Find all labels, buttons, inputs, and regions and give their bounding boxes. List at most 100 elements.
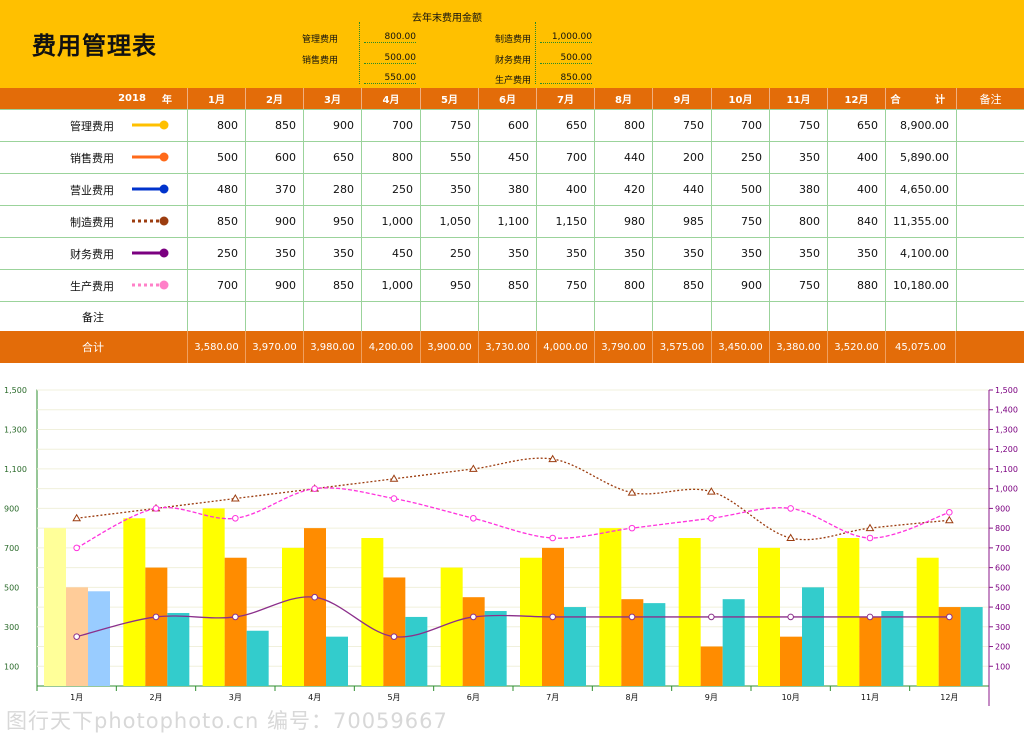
value-cell[interactable]: 250	[217, 246, 238, 260]
last-year-value[interactable]: 500.00	[364, 53, 416, 64]
value-cell[interactable]: 350	[566, 246, 587, 260]
year-value[interactable]: 2018	[118, 93, 146, 104]
value-cell[interactable]: 250	[450, 246, 471, 260]
value-cell[interactable]: 380	[799, 182, 820, 196]
value-cell[interactable]: 850	[683, 278, 704, 292]
value-cell[interactable]: 350	[275, 246, 296, 260]
value-cell[interactable]: 840	[857, 214, 878, 228]
chart-bar	[916, 557, 939, 686]
series-line	[76, 487, 950, 549]
grid-line	[956, 109, 957, 333]
value-cell[interactable]: 750	[450, 118, 471, 132]
value-cell[interactable]: 1,050	[439, 214, 472, 228]
column-total-cell: 3,790.00	[594, 331, 652, 363]
value-cell[interactable]: 450	[508, 150, 529, 164]
series-line	[76, 457, 950, 541]
value-cell[interactable]: 1,000	[381, 214, 414, 228]
value-cell[interactable]: 350	[450, 182, 471, 196]
value-cell[interactable]: 350	[508, 246, 529, 260]
value-cell[interactable]: 370	[275, 182, 296, 196]
row-label: 销售费用	[70, 152, 114, 165]
month-header: 12月	[827, 88, 885, 109]
value-cell[interactable]: 800	[392, 150, 413, 164]
value-cell[interactable]: 450	[392, 246, 413, 260]
value-cell[interactable]: 950	[333, 214, 354, 228]
last-year-value[interactable]: 1,000.00	[540, 32, 592, 43]
chart-bar	[145, 567, 168, 686]
value-cell[interactable]: 350	[741, 246, 762, 260]
value-cell[interactable]: 650	[333, 150, 354, 164]
value-cell[interactable]: 650	[566, 118, 587, 132]
value-cell[interactable]: 1,150	[555, 214, 588, 228]
value-cell[interactable]: 550	[450, 150, 471, 164]
value-cell[interactable]: 480	[217, 182, 238, 196]
value-cell[interactable]: 250	[392, 182, 413, 196]
value-cell[interactable]: 380	[508, 182, 529, 196]
value-cell[interactable]: 400	[857, 182, 878, 196]
value-cell[interactable]: 400	[857, 150, 878, 164]
value-cell[interactable]: 900	[275, 214, 296, 228]
value-cell[interactable]: 980	[624, 214, 645, 228]
value-cell[interactable]: 880	[857, 278, 878, 292]
value-cell[interactable]: 950	[450, 278, 471, 292]
value-cell[interactable]: 700	[741, 118, 762, 132]
right-axis-tick-label: 1,400	[995, 406, 1018, 415]
value-cell[interactable]: 400	[566, 182, 587, 196]
value-cell[interactable]: 700	[217, 278, 238, 292]
value-cell[interactable]: 350	[683, 246, 704, 260]
value-cell[interactable]: 600	[508, 118, 529, 132]
value-cell[interactable]: 750	[741, 214, 762, 228]
right-axis-tick-label: 800	[995, 524, 1010, 533]
value-cell[interactable]: 900	[741, 278, 762, 292]
last-year-value[interactable]: 500.00	[540, 53, 592, 64]
value-cell[interactable]: 1,100	[497, 214, 530, 228]
value-cell[interactable]: 850	[508, 278, 529, 292]
grid-line	[769, 109, 770, 333]
value-cell[interactable]: 650	[857, 118, 878, 132]
value-cell[interactable]: 280	[333, 182, 354, 196]
chart-bar	[123, 518, 146, 686]
value-cell[interactable]: 350	[799, 246, 820, 260]
value-cell[interactable]: 500	[217, 150, 238, 164]
value-cell[interactable]: 800	[624, 278, 645, 292]
value-cell[interactable]: 900	[275, 278, 296, 292]
value-cell[interactable]: 350	[624, 246, 645, 260]
right-axis-tick-label: 200	[995, 643, 1010, 652]
value-cell[interactable]: 800	[624, 118, 645, 132]
right-axis-tick-label: 1,100	[995, 465, 1018, 474]
value-cell[interactable]: 200	[683, 150, 704, 164]
value-cell[interactable]: 750	[799, 278, 820, 292]
value-cell[interactable]: 850	[217, 214, 238, 228]
value-cell[interactable]: 750	[566, 278, 587, 292]
last-year-value[interactable]: 550.00	[364, 73, 416, 84]
last-year-value[interactable]: 800.00	[364, 32, 416, 43]
value-cell[interactable]: 750	[683, 118, 704, 132]
value-cell[interactable]: 500	[741, 182, 762, 196]
chart-bar	[960, 607, 983, 686]
value-cell[interactable]: 985	[683, 214, 704, 228]
value-cell[interactable]: 350	[799, 150, 820, 164]
value-cell[interactable]: 850	[333, 278, 354, 292]
value-cell[interactable]: 800	[217, 118, 238, 132]
value-cell[interactable]: 350	[857, 246, 878, 260]
value-cell[interactable]: 420	[624, 182, 645, 196]
value-cell[interactable]: 700	[392, 118, 413, 132]
value-cell[interactable]: 600	[275, 150, 296, 164]
value-cell[interactable]: 440	[683, 182, 704, 196]
grid-line	[885, 109, 886, 333]
value-cell[interactable]: 750	[799, 118, 820, 132]
value-cell[interactable]: 350	[333, 246, 354, 260]
chart-bar	[88, 591, 110, 686]
value-cell[interactable]: 900	[333, 118, 354, 132]
value-cell[interactable]: 1,000	[381, 278, 414, 292]
value-cell[interactable]: 800	[799, 214, 820, 228]
value-cell[interactable]: 250	[741, 150, 762, 164]
left-axis-tick-label: 300	[4, 623, 19, 632]
row-total-cell: 10,180.00	[893, 278, 949, 292]
last-year-value[interactable]: 850.00	[540, 73, 592, 84]
row-total-cell: 4,650.00	[900, 182, 949, 196]
value-cell[interactable]: 440	[624, 150, 645, 164]
value-cell[interactable]: 850	[275, 118, 296, 132]
value-cell[interactable]: 700	[566, 150, 587, 164]
month-header: 8月	[594, 88, 652, 109]
